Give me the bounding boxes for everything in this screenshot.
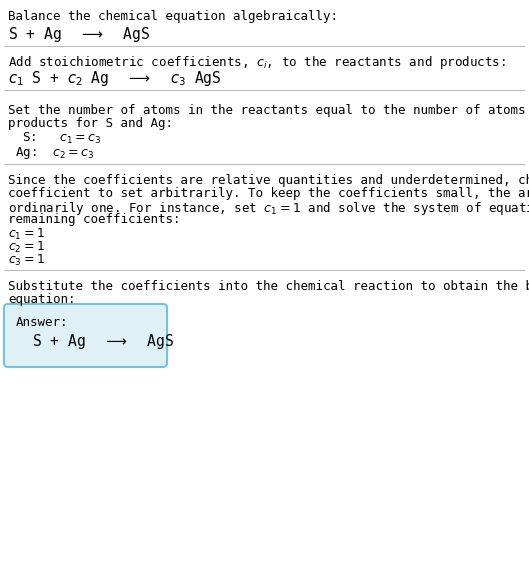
Text: Substitute the coefficients into the chemical reaction to obtain the balanced: Substitute the coefficients into the che…	[8, 280, 529, 293]
Text: S + Ag  $\longrightarrow$  AgS: S + Ag $\longrightarrow$ AgS	[8, 25, 150, 44]
Text: remaining coefficients:: remaining coefficients:	[8, 213, 180, 226]
Text: Ag:  $c_2 = c_3$: Ag: $c_2 = c_3$	[15, 145, 95, 161]
Text: ordinarily one. For instance, set $c_1 = 1$ and solve the system of equations fo: ordinarily one. For instance, set $c_1 =…	[8, 200, 529, 217]
Text: Balance the chemical equation algebraically:: Balance the chemical equation algebraica…	[8, 10, 338, 23]
Text: Set the number of atoms in the reactants equal to the number of atoms in the: Set the number of atoms in the reactants…	[8, 104, 529, 117]
Text: equation:: equation:	[8, 293, 76, 306]
Text: $c_2 = 1$: $c_2 = 1$	[8, 240, 45, 255]
Text: $c_1$ S + $c_2$ Ag  $\longrightarrow$  $c_3$ AgS: $c_1$ S + $c_2$ Ag $\longrightarrow$ $c_…	[8, 69, 222, 88]
Text: Answer:: Answer:	[16, 316, 68, 329]
Text: $c_3 = 1$: $c_3 = 1$	[8, 253, 45, 268]
Text: coefficient to set arbitrarily. To keep the coefficients small, the arbitrary va: coefficient to set arbitrarily. To keep …	[8, 187, 529, 200]
Text: S + Ag  $\longrightarrow$  AgS: S + Ag $\longrightarrow$ AgS	[32, 332, 174, 351]
Text: Add stoichiometric coefficients, $c_i$, to the reactants and products:: Add stoichiometric coefficients, $c_i$, …	[8, 54, 506, 71]
Text: S:   $c_1 = c_3$: S: $c_1 = c_3$	[22, 131, 102, 146]
Text: Since the coefficients are relative quantities and underdetermined, choose a: Since the coefficients are relative quan…	[8, 174, 529, 187]
FancyBboxPatch shape	[4, 304, 167, 367]
Text: products for S and Ag:: products for S and Ag:	[8, 117, 173, 130]
Text: $c_1 = 1$: $c_1 = 1$	[8, 227, 45, 242]
